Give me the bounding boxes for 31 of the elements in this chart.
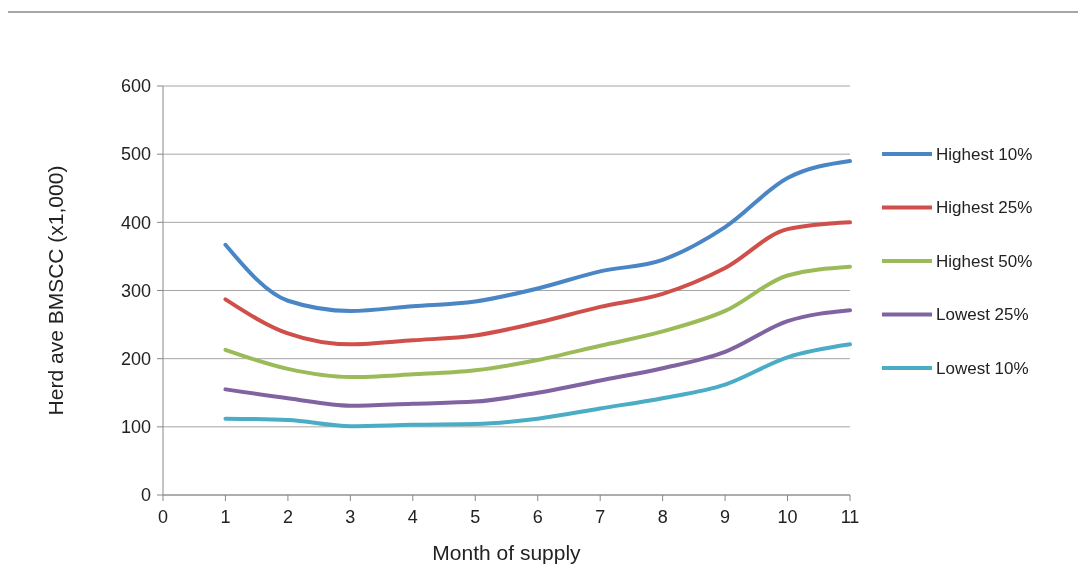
y-tick-label: 100 — [120, 417, 151, 438]
legend-label: Lowest 10% — [936, 358, 1029, 378]
line-series — [223, 264, 852, 380]
line-series — [223, 158, 852, 313]
y-tick-label: 300 — [120, 280, 151, 301]
legend-label: Highest 25% — [936, 198, 1033, 218]
x-tick-label: 4 — [407, 507, 418, 527]
x-tick-label: 1 — [220, 507, 231, 527]
y-tick-label: 0 — [140, 485, 151, 506]
line-series — [223, 220, 852, 347]
x-tick-label: 0 — [157, 507, 169, 527]
line-series — [223, 342, 852, 429]
x-tick-label: 7 — [595, 507, 606, 527]
x-tick-label: 8 — [657, 507, 668, 527]
y-tick-label: 400 — [120, 212, 151, 233]
x-tick-label: 9 — [720, 507, 731, 527]
x-tick-label: 10 — [777, 507, 798, 527]
y-tick-label: 500 — [120, 144, 151, 165]
x-tick-label: 11 — [840, 507, 860, 527]
y-tick-label: 600 — [120, 76, 151, 97]
legend-label: Highest 50% — [936, 251, 1033, 271]
x-tick-label: 5 — [470, 507, 481, 527]
x-tick-label: 2 — [282, 507, 293, 527]
line-series — [223, 308, 852, 408]
legend-label: Highest 10% — [936, 144, 1033, 164]
y-axis-title: Herd ave BMSCC (x1,000) — [44, 165, 67, 416]
x-tick-label: 6 — [532, 507, 543, 527]
y-tick-label: 200 — [120, 348, 151, 369]
x-tick-label: 3 — [345, 507, 356, 527]
x-axis-title: Month of supply — [432, 541, 582, 564]
legend-label: Lowest 25% — [936, 305, 1029, 325]
